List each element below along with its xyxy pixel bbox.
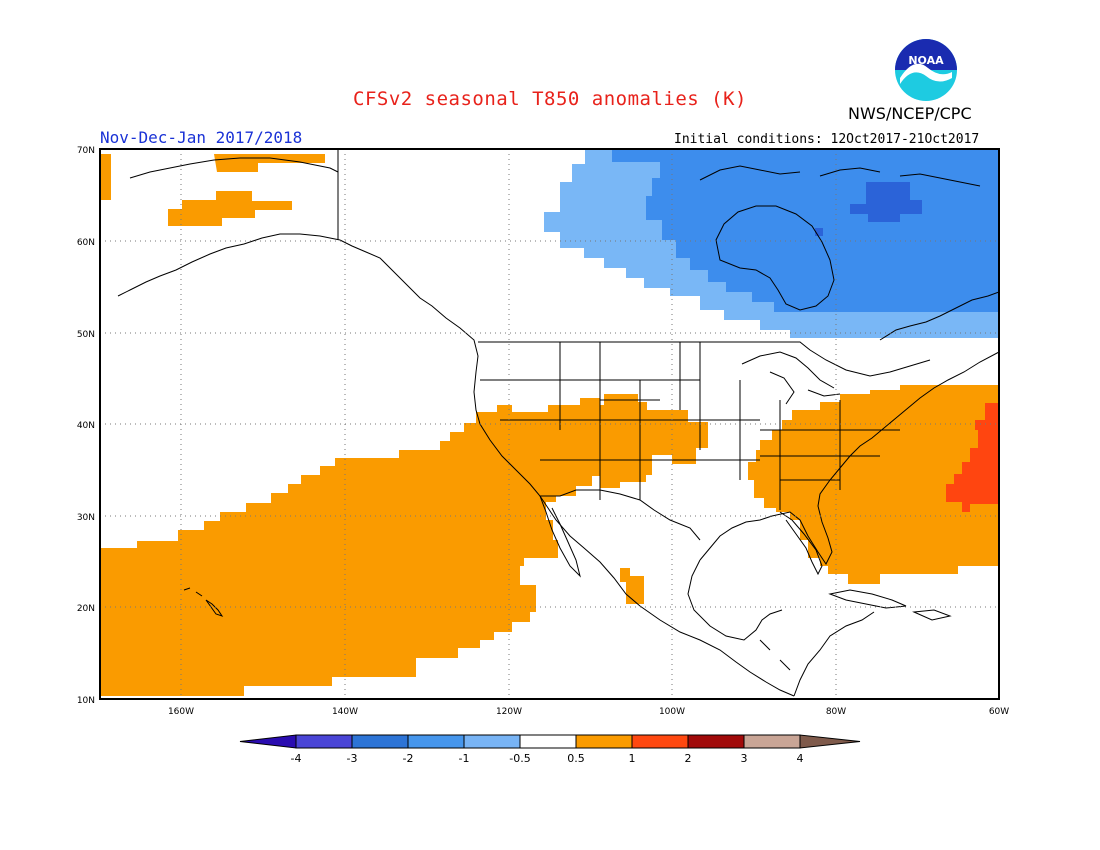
colorbar-label: 2 [685,752,692,765]
mexico-warm-patch [620,568,630,582]
labrador-coast [879,291,999,341]
arctic-islands [699,165,981,187]
gulf-coast [699,351,999,697]
colorbar-box [407,734,465,749]
pacific-warm-region [100,394,708,696]
lon-label-60w: 60W [989,707,1009,717]
lon-label-140w: 140W [332,707,358,717]
north-america-west-coast [339,239,795,697]
colorbar-label: -3 [347,752,358,765]
colorbar-label: -4 [291,752,302,765]
hawaii [183,587,224,617]
period-label: Nov-Dec-Jan 2017/2018 [100,128,303,147]
great-lakes [741,351,841,405]
colorbar-box [743,734,801,749]
chart-title: CFSv2 seasonal T850 anomalies (K) [353,88,747,110]
central-america-borders [759,639,791,671]
lat-label-10n: 10N [77,696,95,706]
lon-label-160w: 160W [168,707,194,717]
colorbar-box [575,734,633,749]
logo-text: NOAA [908,54,944,67]
lat-labels: 70N 60N 50N 40N 30N 20N 10N [77,146,95,706]
colorbar-swatches [239,734,861,749]
map-frame [99,148,1000,700]
colorbar-label: -2 [403,752,414,765]
florida [779,511,823,576]
mexico-east-coast [687,559,783,641]
lon-labels: 160W 140W 120W 100W 80W 60W [168,707,1009,717]
colorbar-label: 3 [741,752,748,765]
colorbar-max-arrow [799,734,861,749]
lon-label-120w: 120W [496,707,522,717]
lat-label-20n: 20N [77,604,95,614]
colorbar-label: 4 [797,752,804,765]
lon-label-80w: 80W [826,707,846,717]
colorbar-label: 1 [629,752,636,765]
colorbar-box [295,734,353,749]
lat-label-40n: 40N [77,421,95,431]
cold-anomaly-layer [544,149,999,338]
hispaniola [912,609,952,621]
coastlines [117,157,999,697]
colorbar-box [631,734,689,749]
colorbar-label: -1 [459,752,470,765]
initial-conditions-label: Initial conditions: 12Oct2017-21Oct2017 [674,132,980,147]
bering-warm-patch [168,191,292,226]
mexico-warm-patch-2 [626,576,644,604]
state-lines [480,342,900,510]
noaa-logo-icon: NOAA [895,39,957,101]
political-borders [337,149,931,671]
colorbar-box [687,734,745,749]
eastern-warm-region [748,385,999,584]
atlantic-strong-warm-region [946,403,999,512]
colorbar-box [519,734,577,749]
alaska-north-coast [129,157,339,179]
cuba [828,589,907,609]
hudson-strong-cold-region [850,182,922,222]
hudson-strong-cold-cell [815,228,823,236]
baja-california [539,495,581,578]
colorbar-box [351,734,409,749]
lon-label-100w: 100W [659,707,685,717]
colorbar-min-arrow [239,734,297,749]
warm-anomaly-layer [100,154,999,696]
colorbar-label: 0.5 [567,752,585,765]
hudson-bay [715,205,835,311]
lat-label-60n: 60N [77,238,95,248]
lat-label-70n: 70N [77,146,95,156]
colorbar-label: -0.5 [509,752,530,765]
siberia-warm-patch [100,154,111,200]
lat-label-50n: 50N [77,330,95,340]
graticule [100,149,999,699]
lat-label-30n: 30N [77,513,95,523]
alaska-coast [117,233,341,297]
colorbar-box [463,734,521,749]
us-canada-border [478,341,931,377]
agency-label: NWS/NCEP/CPC [848,104,972,123]
colorbar-labels: -4 -3 -2 -1 -0.5 0.5 1 2 3 4 [291,752,804,765]
us-mexico-border [540,489,701,541]
